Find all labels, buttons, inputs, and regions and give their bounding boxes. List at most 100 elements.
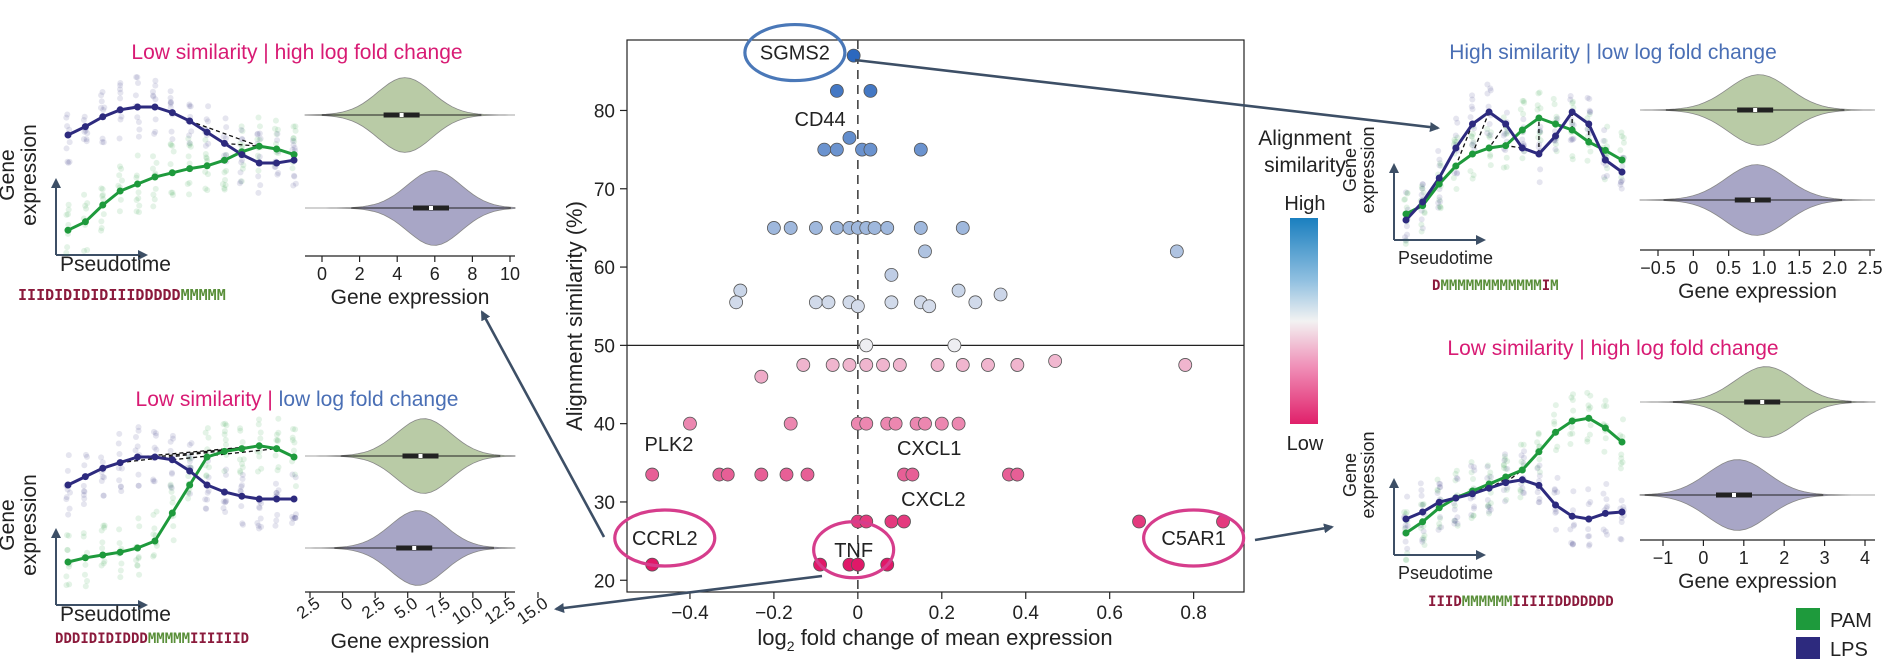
- jitter-point: [1554, 474, 1561, 481]
- jitter-point: [1418, 228, 1425, 235]
- jitter-point: [274, 137, 281, 144]
- jitter-point: [1617, 465, 1624, 472]
- jitter-point: [1551, 486, 1558, 493]
- jitter-point: [186, 160, 193, 167]
- violin-tick-label: 2.5: [358, 594, 388, 623]
- lps-point: [1468, 490, 1476, 498]
- lps-point: [220, 488, 228, 496]
- jitter-point: [99, 545, 106, 552]
- y-axis-label: Alignment similarity (%): [562, 201, 587, 431]
- jitter-point: [1487, 85, 1494, 92]
- jitter-point: [256, 130, 263, 137]
- jitter-point: [1603, 504, 1610, 511]
- scatter-point: [800, 467, 815, 482]
- jitter-point: [1519, 97, 1526, 104]
- jitter-point: [1434, 490, 1441, 497]
- gene-label: TNF: [834, 540, 873, 562]
- lps-point: [1502, 479, 1510, 487]
- violin-tick-label: 2.5: [293, 594, 323, 623]
- jitter-point: [80, 136, 87, 143]
- jitter-point: [168, 189, 175, 196]
- jitter-point: [1519, 136, 1526, 143]
- scatter-point: [859, 358, 874, 372]
- jitter-point: [65, 511, 72, 518]
- jitter-point: [150, 428, 157, 435]
- jitter-point: [117, 483, 124, 490]
- panel-ylabel-1: Gene: [1340, 453, 1360, 497]
- jitter-point: [167, 438, 174, 445]
- plot-frame: [626, 39, 1245, 593]
- jitter-point: [239, 136, 246, 143]
- jitter-point: [1504, 465, 1511, 472]
- scatter-point: [876, 358, 890, 372]
- jitter-point: [291, 138, 298, 145]
- jitter-point: [135, 195, 142, 202]
- legend-label-lps: LPS: [1830, 639, 1868, 661]
- jitter-point: [1437, 198, 1444, 205]
- jitter-point: [1500, 461, 1507, 468]
- jitter-point: [167, 447, 174, 454]
- jitter-point: [65, 532, 72, 539]
- jitter-point: [1404, 493, 1411, 500]
- lps-point: [1585, 515, 1593, 523]
- jitter-point: [239, 128, 246, 135]
- pam-point: [1402, 210, 1410, 218]
- jitter-point: [1470, 512, 1477, 519]
- jitter-point: [98, 454, 105, 461]
- jitter-point: [152, 185, 159, 192]
- y-ticks: 20 30 40 50 60 70 80: [594, 101, 627, 592]
- jitter-point: [1535, 134, 1542, 141]
- jitter-point: [1587, 422, 1594, 429]
- jitter-point: [186, 103, 193, 110]
- jitter-point: [1484, 81, 1491, 88]
- jitter-point: [101, 474, 108, 481]
- jitter-point: [290, 447, 297, 454]
- scatter-point: [850, 557, 865, 572]
- jitter-point: [203, 155, 210, 162]
- jitter-point: [1420, 500, 1427, 507]
- scatter-point: [1048, 354, 1063, 368]
- jitter-point: [66, 139, 73, 146]
- jitter-point: [223, 151, 230, 158]
- violin-tick-label: 12.5: [481, 594, 519, 629]
- jitter-point: [65, 206, 72, 213]
- jitter-point: [1402, 522, 1409, 529]
- lps-point: [1435, 498, 1443, 506]
- jitter-point: [167, 481, 174, 488]
- jitter-point: [150, 478, 157, 485]
- scatter-point: [783, 221, 798, 235]
- scatter-point: [729, 295, 744, 310]
- y-tick-label: 80: [594, 101, 615, 122]
- jitter-point: [237, 425, 244, 432]
- pam-point: [99, 551, 107, 559]
- jitter-point: [1554, 489, 1561, 496]
- jitter-point: [153, 508, 160, 515]
- violin-median: [429, 206, 433, 210]
- jitter-point: [169, 499, 176, 506]
- jitter-point: [1567, 96, 1574, 103]
- jitter-point: [99, 459, 106, 466]
- jitter-point: [1402, 510, 1409, 517]
- jitter-point: [136, 523, 143, 530]
- jitter-point: [117, 574, 124, 581]
- jitter-point: [116, 477, 123, 484]
- jitter-point: [135, 119, 142, 126]
- jitter-point: [133, 196, 140, 203]
- scatter-point: [1132, 514, 1146, 529]
- jitter-point: [1534, 489, 1541, 496]
- jitter-point: [1485, 103, 1492, 110]
- jitter-point: [1454, 119, 1461, 126]
- jitter-point: [220, 421, 227, 428]
- jitter-point: [272, 480, 279, 487]
- jitter-point: [222, 441, 229, 448]
- pam-point: [81, 218, 89, 226]
- jitter-point: [64, 532, 71, 539]
- jitter-point: [1421, 209, 1428, 216]
- pam-point: [134, 544, 142, 552]
- jitter-point: [100, 211, 107, 218]
- jitter-point: [1402, 237, 1409, 244]
- jitter-point: [1402, 237, 1409, 244]
- jitter-point: [1453, 185, 1460, 192]
- scatter-point: [779, 467, 794, 482]
